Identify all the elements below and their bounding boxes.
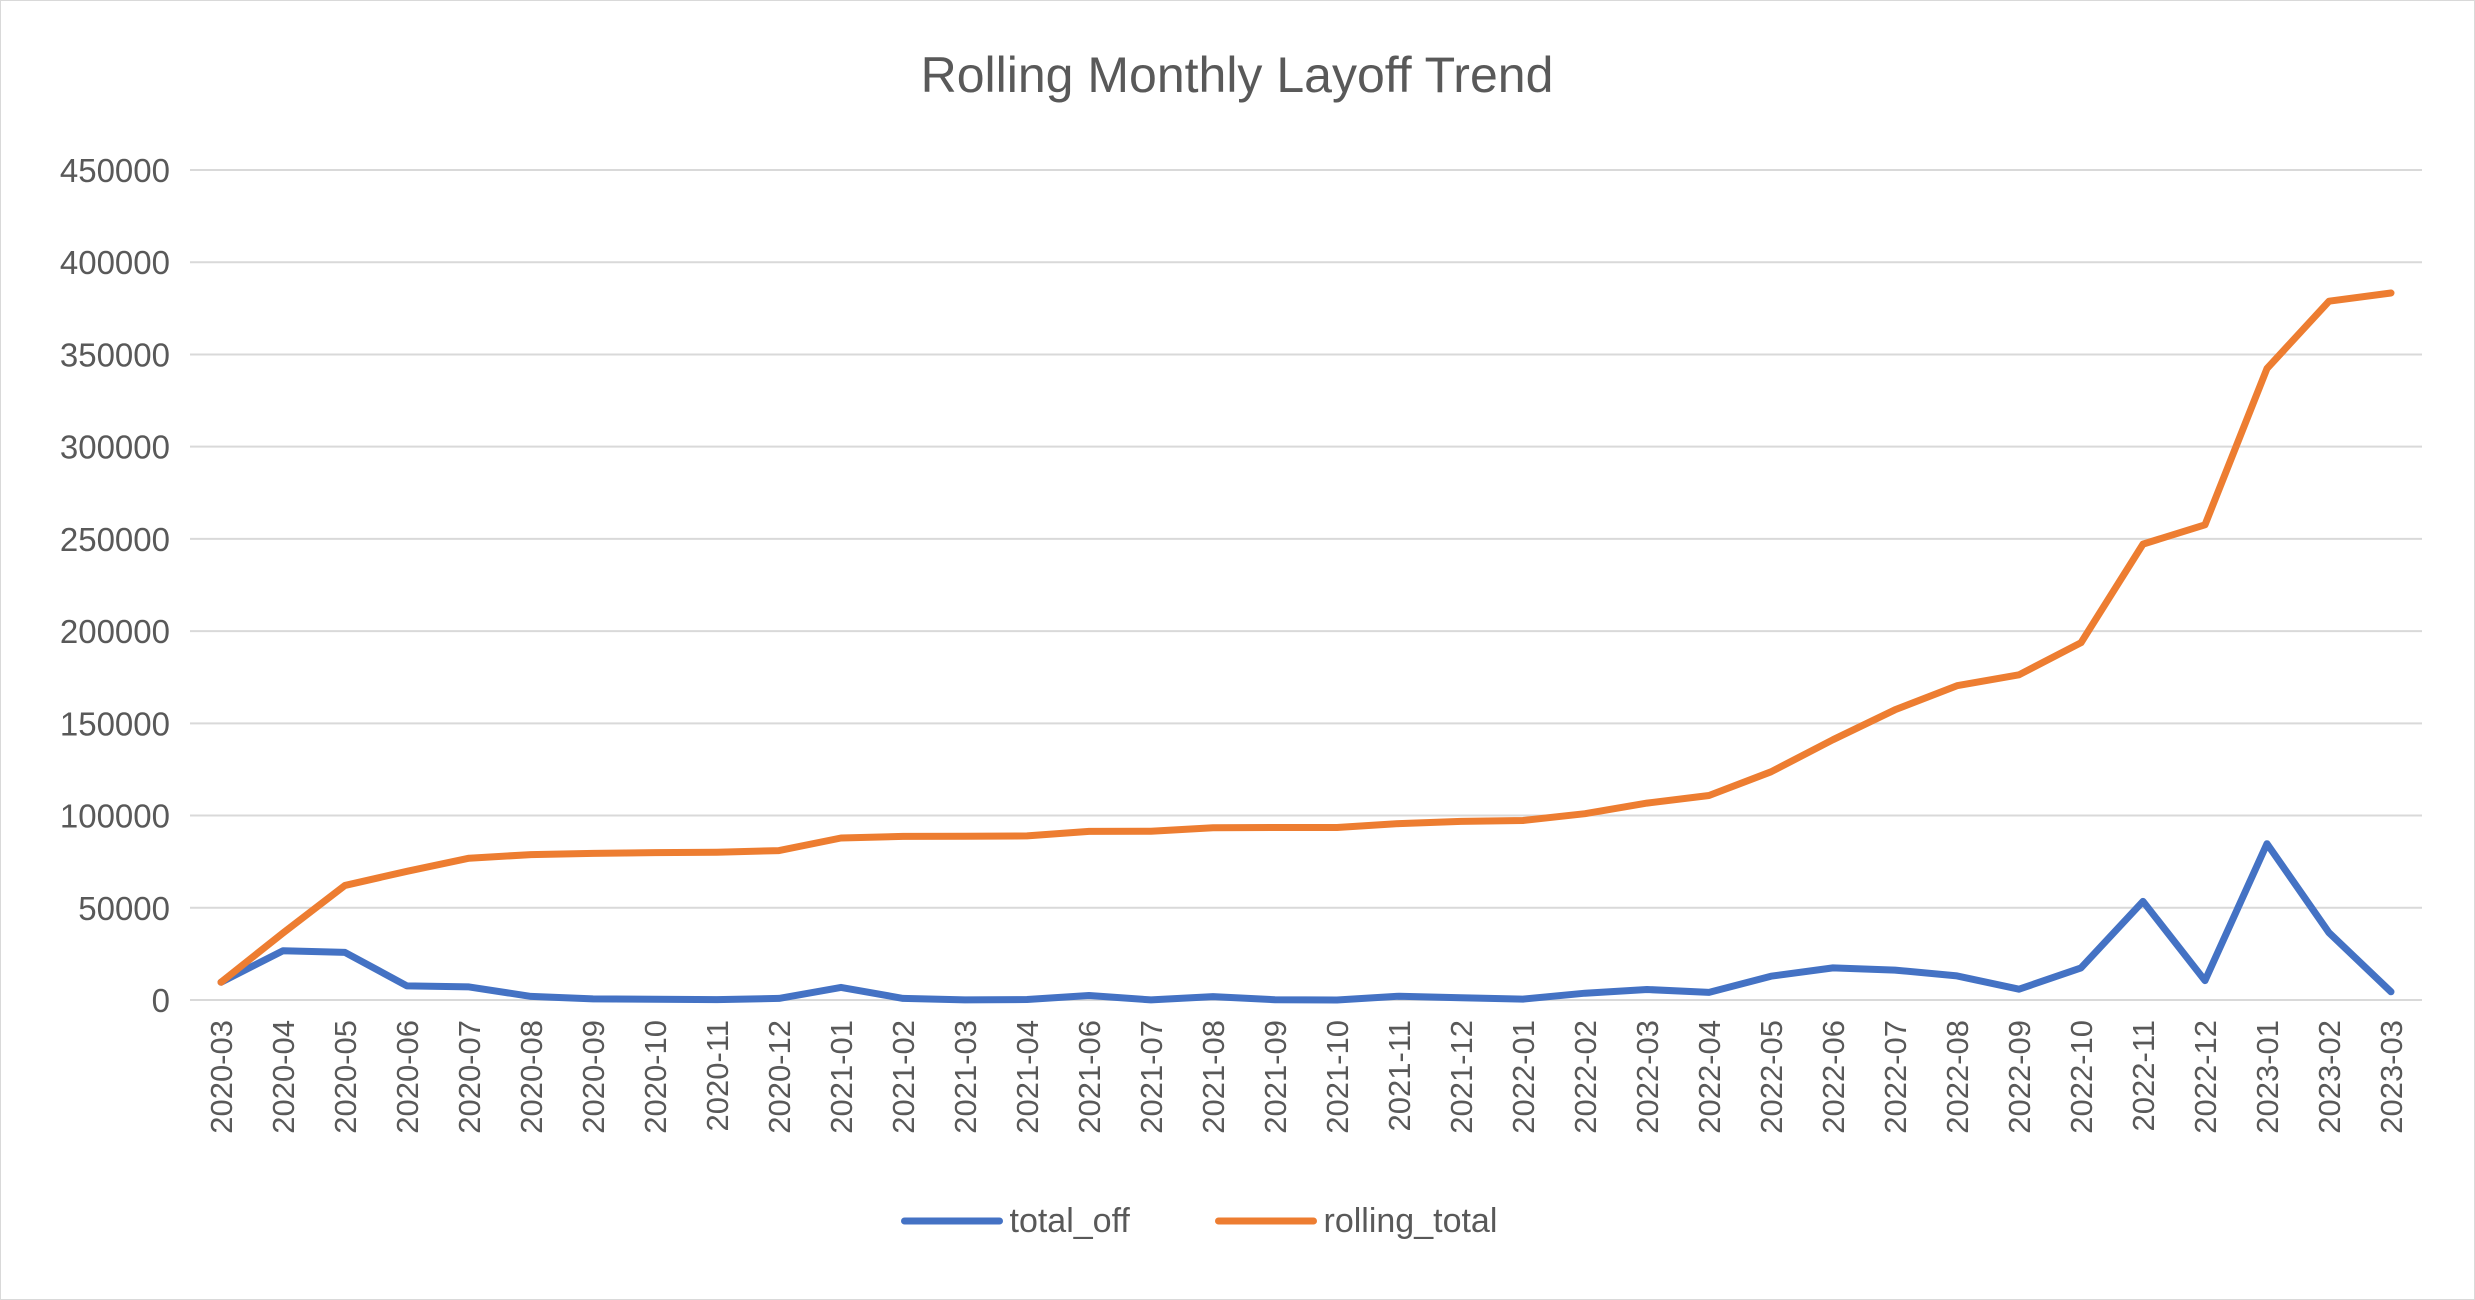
x-tick-label: 2021-09 bbox=[1258, 1020, 1293, 1134]
x-tick-label: 2021-10 bbox=[1320, 1020, 1355, 1134]
x-tick-label: 2020-03 bbox=[204, 1020, 239, 1134]
legend-item-total-off: total_off bbox=[901, 1202, 1131, 1240]
gridlines bbox=[190, 169, 2422, 1001]
y-tick-label: 50000 bbox=[78, 890, 170, 927]
x-tick-label: 2022-02 bbox=[1568, 1020, 1603, 1134]
x-tick-label: 2022-08 bbox=[1940, 1020, 1975, 1134]
y-axis-tick-labels: 0 50000 100000 150000 200000 250000 300000 3500… bbox=[60, 152, 170, 1019]
y-tick-label: 350000 bbox=[60, 336, 170, 373]
x-tick-label: 2020-05 bbox=[328, 1020, 363, 1134]
y-tick-label: 450000 bbox=[60, 152, 170, 189]
x-tick-label: 2021-11 bbox=[1382, 1020, 1417, 1131]
x-tick-label: 2022-09 bbox=[2002, 1020, 2037, 1134]
x-tick-label: 2022-05 bbox=[1754, 1020, 1789, 1134]
x-tick-label: 2022-07 bbox=[1878, 1020, 1913, 1134]
x-tick-label: 2023-02 bbox=[2312, 1020, 2347, 1134]
x-tick-label: 2022-04 bbox=[1692, 1020, 1727, 1134]
x-tick-label: 2023-01 bbox=[2250, 1020, 2285, 1134]
x-tick-label: 2020-09 bbox=[576, 1020, 611, 1134]
y-tick-label: 300000 bbox=[60, 429, 170, 466]
y-tick-label: 200000 bbox=[60, 613, 170, 650]
y-tick-label: 400000 bbox=[60, 244, 170, 281]
x-tick-label: 2020-08 bbox=[514, 1020, 549, 1134]
x-tick-label: 2021-12 bbox=[1444, 1020, 1479, 1134]
x-tick-label: 2020-06 bbox=[390, 1020, 425, 1134]
series-line-rolling-total bbox=[217, 289, 2395, 986]
x-tick-label: 2021-07 bbox=[1134, 1020, 1169, 1134]
x-tick-label: 2021-01 bbox=[824, 1020, 859, 1134]
x-tick-label: 2022-12 bbox=[2188, 1020, 2223, 1134]
x-tick-label: 2020-12 bbox=[762, 1020, 797, 1134]
x-tick-label: 2021-06 bbox=[1072, 1020, 1107, 1134]
legend-item-rolling-total: rolling_total bbox=[1215, 1202, 1498, 1240]
x-tick-label: 2022-10 bbox=[2064, 1020, 2099, 1134]
x-tick-label: 2021-03 bbox=[948, 1020, 983, 1134]
x-tick-label: 2020-04 bbox=[266, 1020, 301, 1134]
x-axis-tick-labels: 2020-03 2020-04 2020-05 2020-06 2020-07 2020-… bbox=[204, 1020, 2409, 1134]
legend-label: total_off bbox=[1010, 1202, 1131, 1240]
series-line-total-off bbox=[217, 840, 2395, 1004]
y-tick-label: 150000 bbox=[60, 705, 170, 742]
x-tick-label: 2021-08 bbox=[1196, 1020, 1231, 1134]
x-tick-label: 2020-11 bbox=[700, 1020, 735, 1131]
legend: total_off rolling_total bbox=[901, 1202, 1498, 1240]
y-tick-label: 100000 bbox=[60, 798, 170, 835]
y-tick-label: 250000 bbox=[60, 521, 170, 558]
x-tick-label: 2021-02 bbox=[886, 1020, 921, 1134]
chart-title: Rolling Monthly Layoff Trend bbox=[921, 47, 1554, 103]
x-tick-label: 2021-04 bbox=[1010, 1020, 1045, 1134]
x-tick-label: 2022-06 bbox=[1816, 1020, 1851, 1134]
x-tick-label: 2023-03 bbox=[2374, 1020, 2409, 1134]
legend-label: rolling_total bbox=[1324, 1202, 1498, 1240]
x-tick-label: 2022-03 bbox=[1630, 1020, 1665, 1134]
x-tick-label: 2020-10 bbox=[638, 1020, 673, 1134]
x-tick-label: 2020-07 bbox=[452, 1020, 487, 1134]
x-tick-label: 2022-01 bbox=[1506, 1020, 1541, 1134]
y-tick-label: 0 bbox=[152, 982, 170, 1019]
x-tick-label: 2022-11 bbox=[2126, 1020, 2161, 1131]
series-lines bbox=[217, 289, 2395, 1004]
